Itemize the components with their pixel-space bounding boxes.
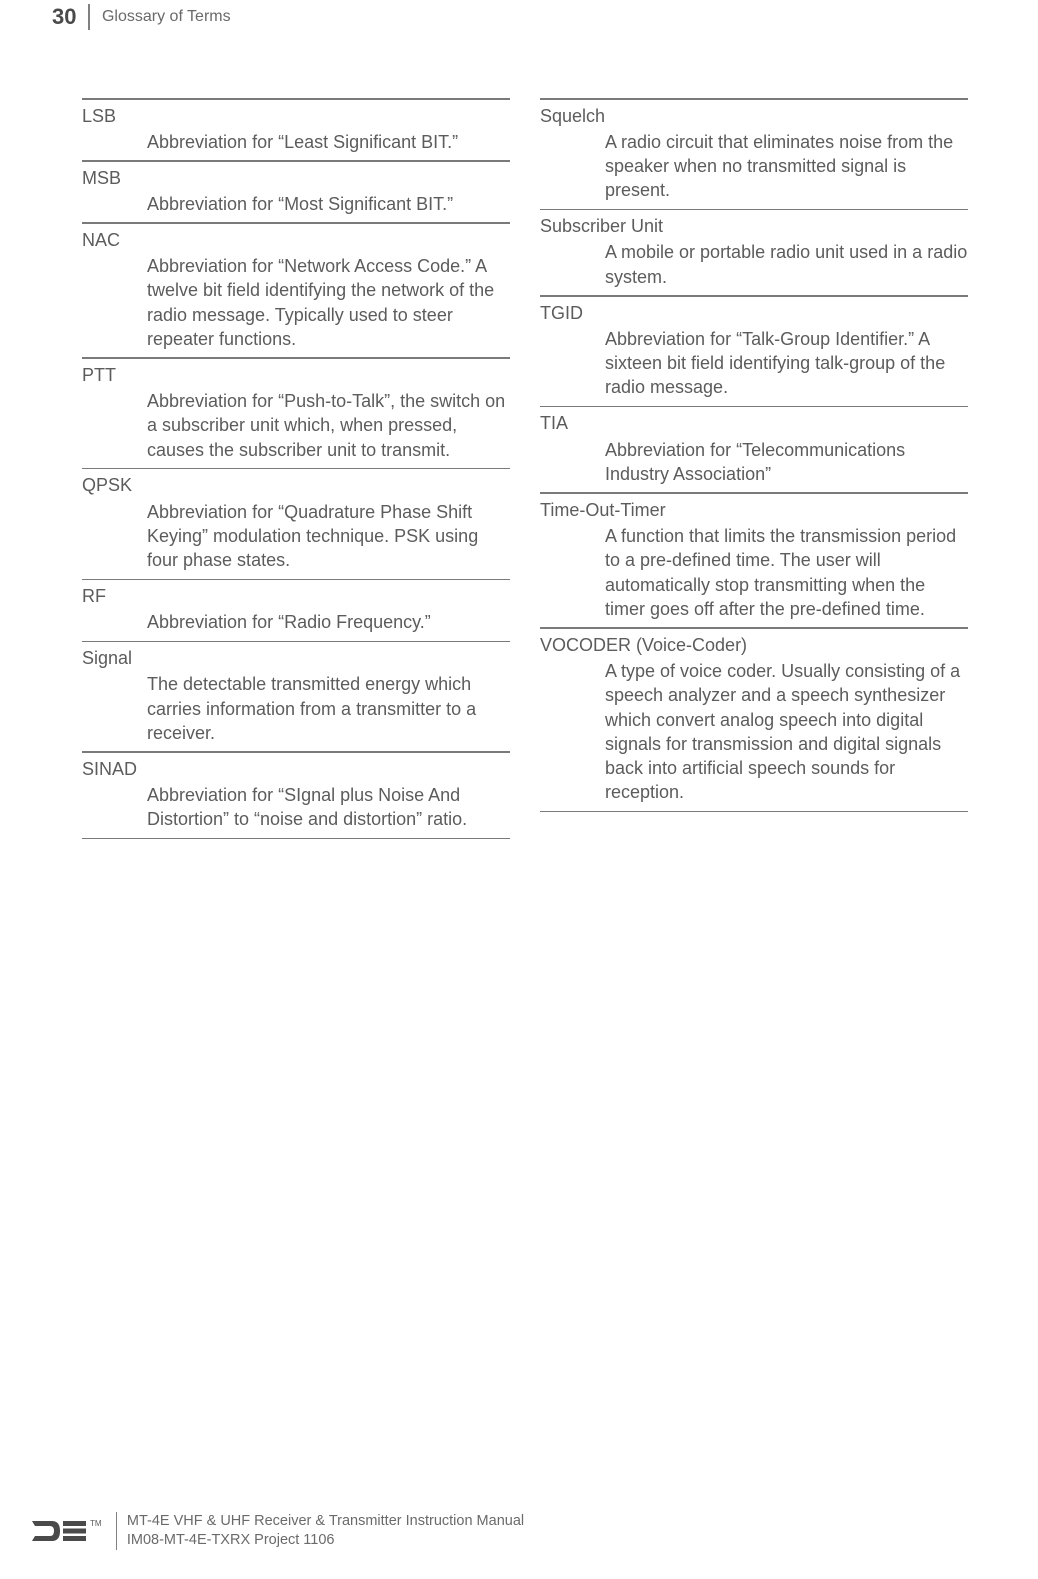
entry-divider (82, 160, 510, 162)
entry-divider (82, 838, 510, 840)
glossary-entry: VOCODER (Voice-Coder)A type of voice cod… (540, 627, 968, 812)
glossary-term: Squelch (540, 104, 968, 128)
glossary-entry: NACAbbreviation for “Network Access Code… (82, 222, 510, 351)
glossary-term: VOCODER (Voice-Coder) (540, 633, 968, 657)
section-title: Glossary of Terms (102, 8, 231, 26)
page-footer: TM MT-4E VHF & UHF Receiver & Transmitte… (30, 1512, 524, 1551)
glossary-entry: SINADAbbreviation for “SIgnal plus Noise… (82, 751, 510, 839)
footer-text: MT-4E VHF & UHF Receiver & Transmitter I… (127, 1512, 524, 1551)
glossary-entry: TGIDAbbreviation for “Talk-Group Identif… (540, 295, 968, 400)
glossary-definition: Abbreviation for “Quadrature Phase Shift… (82, 500, 510, 573)
glossary-definition: Abbreviation for “SIgnal plus Noise And … (82, 783, 510, 832)
glossary-definition: Abbreviation for “Talk-Group Identifier.… (540, 327, 968, 400)
glossary-term: QPSK (82, 473, 510, 497)
glossary-term: RF (82, 584, 510, 608)
entry-divider (540, 627, 968, 629)
entry-divider (82, 579, 510, 581)
glossary-entry: Subscriber UnitA mobile or portable radi… (540, 209, 968, 289)
entry-divider (540, 492, 968, 494)
glossary-term: TGID (540, 301, 968, 325)
glossary-entry: RFAbbreviation for “Radio Frequency.” (82, 579, 510, 635)
glossary-entry: QPSK Abbreviation for “Quadrature Phase S… (82, 468, 510, 573)
project-code: IM08-MT-4E-TXRX Project 1106 (127, 1531, 524, 1551)
entry-divider (540, 98, 968, 100)
glossary-term: TIA (540, 411, 968, 435)
glossary-entry: PTTAbbreviation for “Push-to-Talk”, the … (82, 357, 510, 462)
glossary-term: SINAD (82, 757, 510, 781)
glossary-definition: Abbreviation for “Push-to-Talk”, the swi… (82, 389, 510, 462)
entry-divider (540, 406, 968, 408)
glossary-term: Signal (82, 646, 510, 670)
glossary-definition: A mobile or portable radio unit used in … (540, 240, 968, 289)
glossary-entry: Time-Out-TimerA function that limits the… (540, 492, 968, 621)
entry-divider (82, 357, 510, 359)
entry-divider (540, 811, 968, 813)
glossary-definition: Abbreviation for “Telecommunications Ind… (540, 438, 968, 487)
entry-divider (82, 641, 510, 643)
brand-logo: TM (30, 1517, 102, 1545)
glossary-term: PTT (82, 363, 510, 387)
glossary-entry: TIA Abbreviation for “Telecommunications … (540, 406, 968, 486)
glossary-definition: A radio circuit that eliminates noise fr… (540, 130, 968, 203)
glossary-definition: A type of voice coder. Usually consistin… (540, 659, 968, 805)
entry-divider (540, 209, 968, 211)
glossary-definition: A function that limits the transmission … (540, 524, 968, 621)
glossary-entry: SignalThe detectable transmitted energy … (82, 641, 510, 746)
entry-divider (82, 751, 510, 753)
glossary-term: LSB (82, 104, 510, 128)
glossary-term: NAC (82, 228, 510, 252)
glossary-definition: Abbreviation for “Most Significant BIT.” (82, 192, 510, 216)
trademark-label: TM (90, 1519, 102, 1528)
glossary-entry: MSBAbbreviation for “Most Significant BI… (82, 160, 510, 216)
footer-divider (116, 1512, 117, 1550)
glossary-definition: Abbreviation for “Radio Frequency.” (82, 610, 510, 634)
glossary-term: Time-Out-Timer (540, 498, 968, 522)
glossary-column-right: SquelchA radio circuit that eliminates n… (540, 98, 968, 845)
header-divider (88, 4, 90, 30)
glossary-entry: SquelchA radio circuit that eliminates n… (540, 98, 968, 203)
glossary-content: LSBAbbreviation for “Least Significant B… (0, 30, 1038, 845)
page-number: 30 (52, 4, 88, 30)
glossary-definition: Abbreviation for “Network Access Code.” … (82, 254, 510, 351)
entry-divider (82, 468, 510, 470)
glossary-term: MSB (82, 166, 510, 190)
de-logo-icon (30, 1517, 88, 1545)
page-header: 30 Glossary of Terms (0, 0, 1038, 30)
glossary-definition: Abbreviation for “Least Significant BIT.… (82, 130, 510, 154)
entry-divider (82, 98, 510, 100)
entry-divider (82, 222, 510, 224)
manual-title: MT-4E VHF & UHF Receiver & Transmitter I… (127, 1512, 524, 1532)
entry-divider (540, 295, 968, 297)
glossary-definition: The detectable transmitted energy which … (82, 672, 510, 745)
glossary-term: Subscriber Unit (540, 214, 968, 238)
glossary-column-left: LSBAbbreviation for “Least Significant B… (82, 98, 510, 845)
glossary-entry: LSBAbbreviation for “Least Significant B… (82, 98, 510, 154)
